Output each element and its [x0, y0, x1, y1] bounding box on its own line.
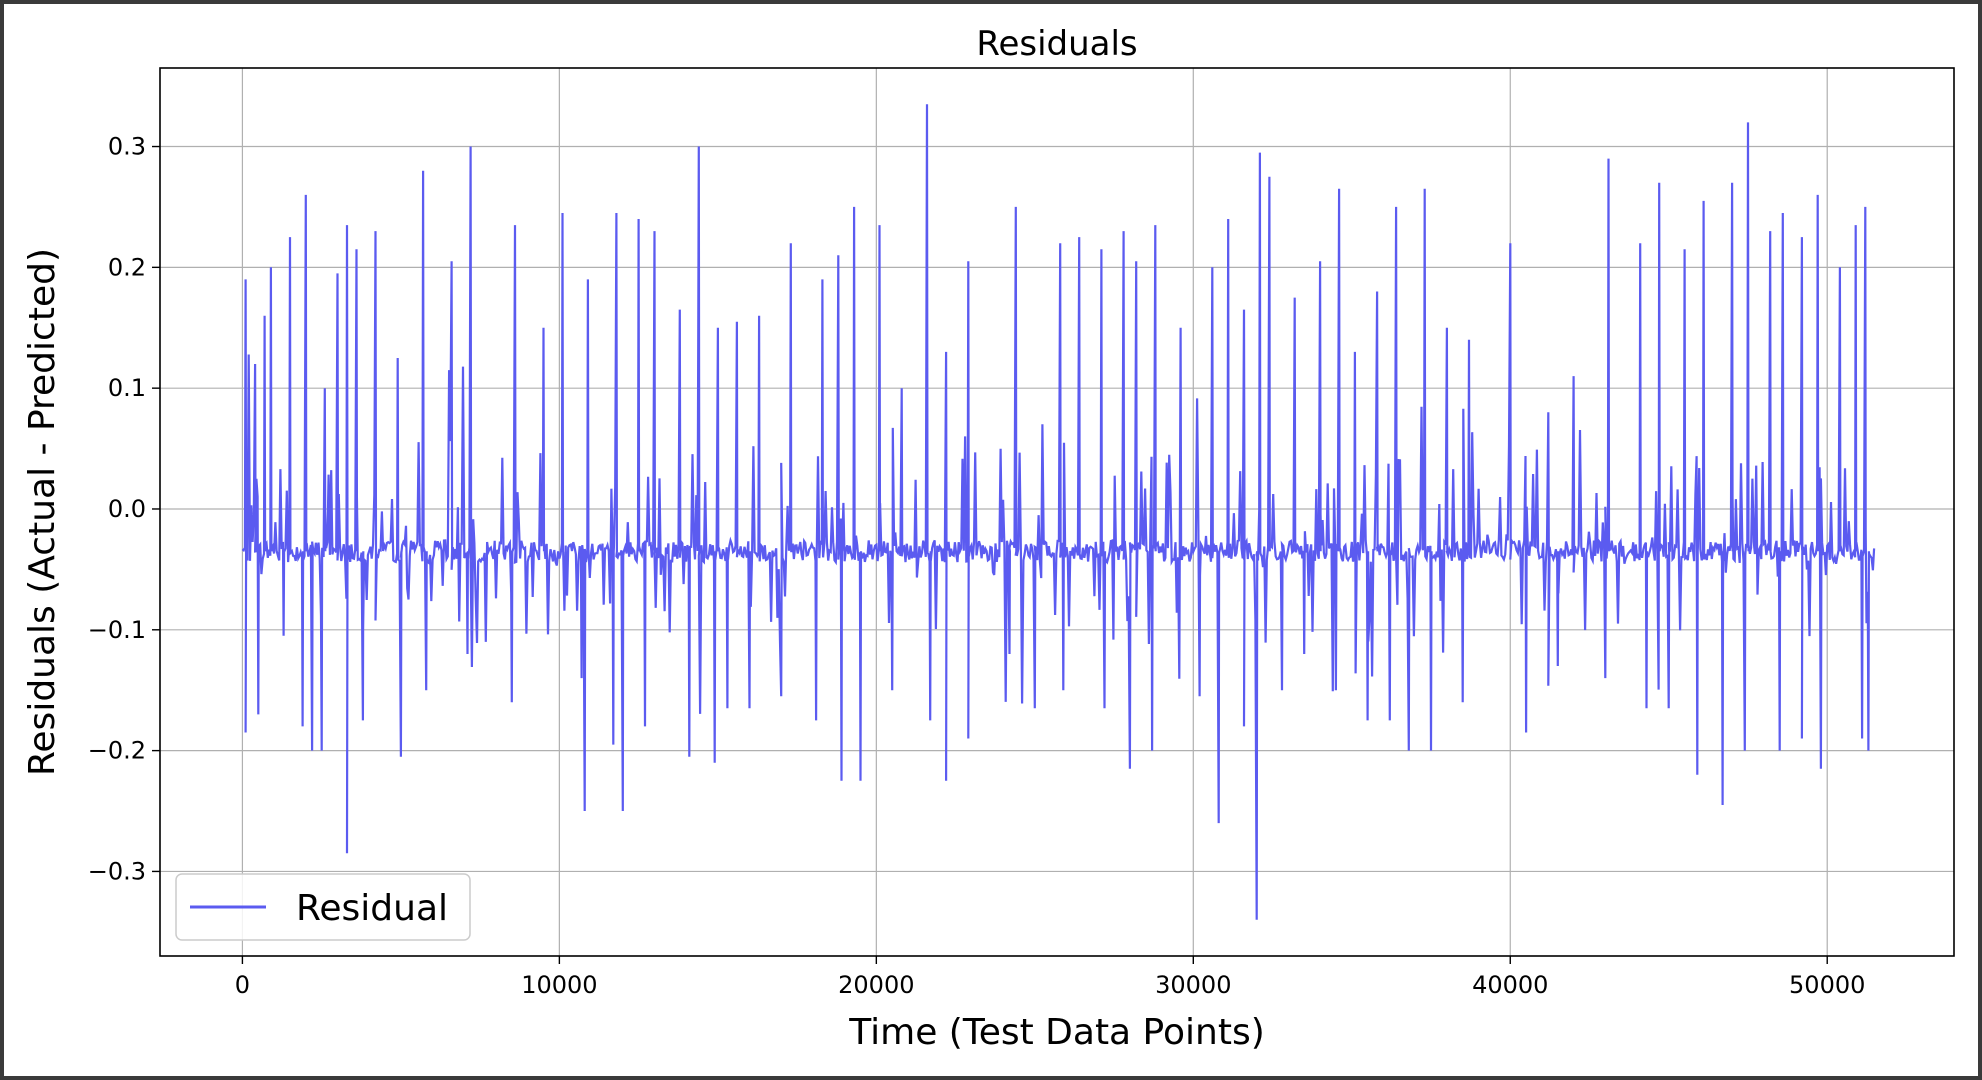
x-tick-label: 40000 [1472, 971, 1548, 999]
x-axis-label: Time (Test Data Points) [848, 1012, 1265, 1053]
y-axis-ticks: −0.3 −0.2 −0.1 0.0 0.1 0.2 0.3 [88, 133, 160, 885]
x-tick-label: 10000 [521, 971, 597, 999]
chart-frame: Residuals 0 10000 20000 30000 40000 50000 −0.… [4, 4, 1978, 1076]
series-line-residual [241, 104, 1876, 920]
y-tick-label: 0.2 [108, 253, 146, 281]
legend-box [175, 873, 471, 941]
x-tick-label: 30000 [1155, 971, 1231, 999]
plot-area-border [159, 67, 1955, 957]
chart-title: Residuals [976, 24, 1137, 64]
legend-label-residual: Residual [296, 888, 448, 929]
x-tick-label: 50000 [1789, 971, 1865, 999]
y-tick-label: 0.3 [108, 133, 146, 161]
series-layer [241, 104, 1876, 920]
x-tick-label: 0 [235, 971, 250, 999]
y-tick-label: 0.0 [108, 495, 146, 523]
y-tick-label: −0.1 [88, 616, 146, 644]
x-tick-label: 20000 [838, 971, 914, 999]
residuals-chart: Residuals 0 10000 20000 30000 40000 50000 −0.… [22, 24, 1955, 1053]
legend: Residual [175, 873, 471, 941]
x-axis-ticks: 0 10000 20000 30000 40000 50000 [235, 956, 1865, 999]
y-tick-label: −0.3 [88, 857, 146, 885]
y-tick-label: 0.1 [108, 374, 146, 402]
y-axis-label: Residuals (Actual - Predicted) [22, 248, 63, 776]
y-tick-label: −0.2 [88, 737, 146, 765]
